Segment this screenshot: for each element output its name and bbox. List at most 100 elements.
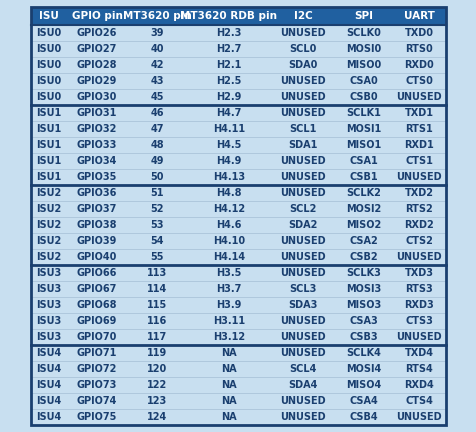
Text: GPIO38: GPIO38 [77,220,117,230]
Text: ISU2: ISU2 [36,204,61,214]
Text: 117: 117 [147,332,167,342]
Text: ISU3: ISU3 [36,284,61,294]
Text: GPIO73: GPIO73 [77,380,117,390]
Text: ISU2: ISU2 [36,236,61,246]
Text: SDA4: SDA4 [288,380,317,390]
Text: CSB0: CSB0 [348,92,377,102]
Text: H4.5: H4.5 [216,140,241,150]
Text: ISU1: ISU1 [36,108,61,118]
Text: GPIO30: GPIO30 [77,92,117,102]
Text: RXD2: RXD2 [403,220,433,230]
Text: CTS0: CTS0 [404,76,432,86]
Text: RTS2: RTS2 [404,204,432,214]
Text: GPIO71: GPIO71 [77,348,117,358]
Text: 48: 48 [150,140,163,150]
Text: ISU3: ISU3 [36,332,61,342]
Text: UNUSED: UNUSED [279,108,325,118]
Text: H4.7: H4.7 [216,108,241,118]
Text: CTS1: CTS1 [404,156,432,166]
Bar [31,41,445,57]
Text: H4.10: H4.10 [212,236,245,246]
Text: H4.12: H4.12 [212,204,245,214]
Bar [31,7,445,25]
Bar [31,265,445,281]
Bar [31,7,445,425]
Text: H3.5: H3.5 [216,268,241,278]
Text: GPIO74: GPIO74 [77,396,117,406]
Text: SDA1: SDA1 [288,140,317,150]
Text: UNUSED: UNUSED [279,156,325,166]
Text: GPIO35: GPIO35 [77,172,117,182]
Text: ISU4: ISU4 [36,364,61,374]
Text: H2.3: H2.3 [216,28,241,38]
Text: 49: 49 [150,156,163,166]
Text: RXD4: RXD4 [403,380,433,390]
Text: UNUSED: UNUSED [279,316,325,326]
Text: MOSI0: MOSI0 [345,44,380,54]
Text: 54: 54 [150,236,163,246]
Bar [31,57,445,73]
Text: 123: 123 [147,396,167,406]
Text: GPIO72: GPIO72 [77,364,117,374]
Text: CSB1: CSB1 [348,172,377,182]
Text: GPIO67: GPIO67 [77,284,117,294]
Text: 113: 113 [147,268,167,278]
Text: ISU1: ISU1 [36,156,61,166]
Text: MT3620 pin: MT3620 pin [122,11,191,21]
Bar [31,393,445,409]
Text: UNUSED: UNUSED [279,252,325,262]
Text: ISU: ISU [39,11,59,21]
Text: MOSI1: MOSI1 [345,124,380,134]
Text: H4.14: H4.14 [212,252,245,262]
Bar [31,345,445,361]
Text: 53: 53 [150,220,163,230]
Text: 114: 114 [147,284,167,294]
Text: 43: 43 [150,76,163,86]
Text: UNUSED: UNUSED [396,412,441,422]
Text: CSB3: CSB3 [348,332,377,342]
Bar [31,153,445,169]
Text: SCL0: SCL0 [289,44,316,54]
Text: GPIO27: GPIO27 [77,44,117,54]
Text: GPIO39: GPIO39 [77,236,117,246]
Text: RXD3: RXD3 [403,300,433,310]
Bar [31,329,445,345]
Text: UNUSED: UNUSED [279,92,325,102]
Bar [31,201,445,217]
Text: NA: NA [221,380,236,390]
Text: ISU4: ISU4 [36,348,61,358]
Text: TXD0: TXD0 [404,28,433,38]
Bar [31,249,445,265]
Text: GPIO29: GPIO29 [77,76,117,86]
Text: ISU3: ISU3 [36,316,61,326]
Text: SCL3: SCL3 [289,284,316,294]
Text: 51: 51 [150,188,163,198]
Text: UNUSED: UNUSED [279,396,325,406]
Text: ISU2: ISU2 [36,220,61,230]
Text: CSA3: CSA3 [348,316,377,326]
Text: ISU0: ISU0 [36,76,61,86]
Text: GPIO75: GPIO75 [77,412,117,422]
Text: UNUSED: UNUSED [279,76,325,86]
Text: ISU4: ISU4 [36,412,61,422]
Text: 122: 122 [147,380,167,390]
Text: H4.8: H4.8 [216,188,241,198]
Text: TXD3: TXD3 [404,268,433,278]
Text: SCL2: SCL2 [289,204,316,214]
Text: SCLK3: SCLK3 [345,268,380,278]
Bar [31,89,445,105]
Text: MISO2: MISO2 [345,220,380,230]
Text: CSA4: CSA4 [348,396,377,406]
Text: NA: NA [221,396,236,406]
Bar [31,361,445,377]
Text: RXD1: RXD1 [403,140,433,150]
Text: SCL4: SCL4 [289,364,316,374]
Text: MISO0: MISO0 [345,60,380,70]
Text: GPIO34: GPIO34 [77,156,117,166]
Text: NA: NA [221,412,236,422]
Bar [31,185,445,201]
Text: GPIO36: GPIO36 [77,188,117,198]
Text: 124: 124 [147,412,167,422]
Text: UNUSED: UNUSED [279,332,325,342]
Text: 120: 120 [147,364,167,374]
